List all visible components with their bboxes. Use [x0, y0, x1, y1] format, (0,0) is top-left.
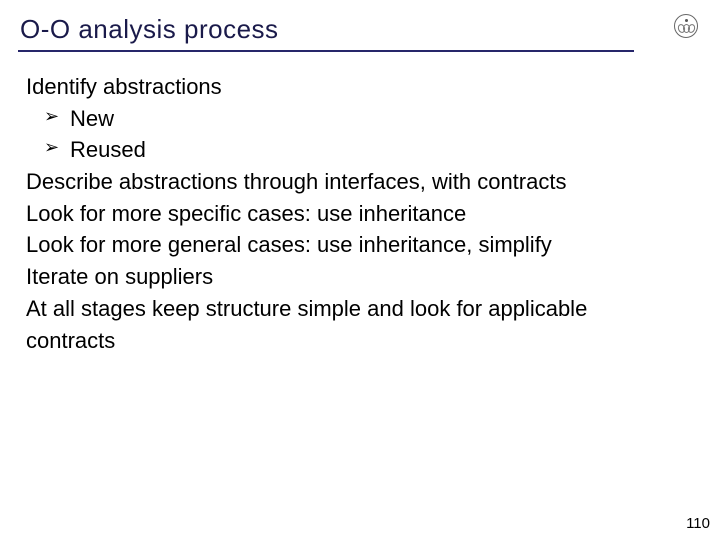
body-line: At all stages keep structure simple and … — [26, 294, 690, 324]
body-line: Identify abstractions — [26, 72, 690, 102]
slide: O-O analysis process Identify abstractio… — [0, 0, 720, 540]
body-line: Look for more general cases: use inherit… — [26, 230, 690, 260]
body-subitem: Reused — [26, 135, 690, 165]
slide-title: O-O analysis process — [20, 14, 279, 45]
slide-body: Identify abstractions New Reused Describ… — [26, 72, 690, 357]
page-number: 110 — [686, 515, 710, 532]
body-line: Iterate on suppliers — [26, 262, 690, 292]
body-line: Describe abstractions through interfaces… — [26, 167, 690, 197]
chair-logo-icon — [674, 14, 698, 38]
body-line: Look for more specific cases: use inheri… — [26, 199, 690, 229]
body-subitem: New — [26, 104, 690, 134]
body-line: contracts — [26, 326, 690, 356]
logo-dot-icon — [685, 19, 688, 22]
title-underline — [18, 50, 634, 52]
